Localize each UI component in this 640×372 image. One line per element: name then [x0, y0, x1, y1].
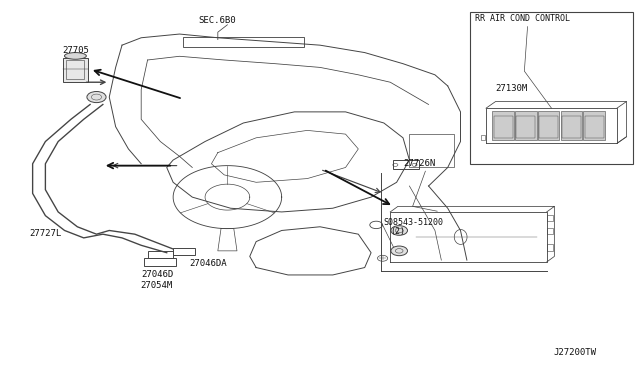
Bar	[516, 116, 536, 138]
Text: 27705: 27705	[62, 46, 89, 55]
Text: 27046DA: 27046DA	[189, 259, 227, 268]
Bar	[148, 251, 173, 258]
Bar	[585, 116, 604, 138]
Bar	[173, 248, 195, 254]
Bar	[63, 58, 88, 82]
Text: 27130M: 27130M	[495, 84, 528, 93]
Bar	[67, 60, 84, 78]
Bar	[515, 111, 537, 140]
Bar	[562, 116, 581, 138]
Text: 27727L: 27727L	[29, 229, 61, 238]
Text: 27054M: 27054M	[140, 281, 172, 290]
Bar	[547, 228, 553, 234]
Bar	[547, 215, 553, 221]
Circle shape	[391, 246, 408, 256]
Bar	[547, 244, 553, 251]
Circle shape	[391, 226, 408, 235]
Bar	[394, 160, 419, 169]
Bar	[145, 257, 176, 266]
Bar	[584, 111, 605, 140]
Bar	[481, 135, 485, 140]
Text: (2): (2)	[390, 227, 405, 236]
Bar	[561, 111, 582, 140]
Bar	[410, 134, 454, 167]
Bar	[492, 111, 514, 140]
Bar	[182, 37, 304, 47]
Bar	[470, 12, 633, 164]
Bar	[493, 116, 513, 138]
Circle shape	[87, 92, 106, 103]
Text: J27200TW: J27200TW	[553, 347, 596, 357]
Text: RR AIR COND CONTROL: RR AIR COND CONTROL	[474, 14, 570, 23]
Bar	[540, 116, 558, 138]
Text: 27046D: 27046D	[141, 270, 173, 279]
Text: SEC.6B0: SEC.6B0	[198, 16, 236, 25]
Bar	[538, 111, 559, 140]
Text: S08543-51200: S08543-51200	[384, 218, 444, 227]
Text: 27726N: 27726N	[403, 158, 435, 168]
Ellipse shape	[65, 52, 86, 59]
